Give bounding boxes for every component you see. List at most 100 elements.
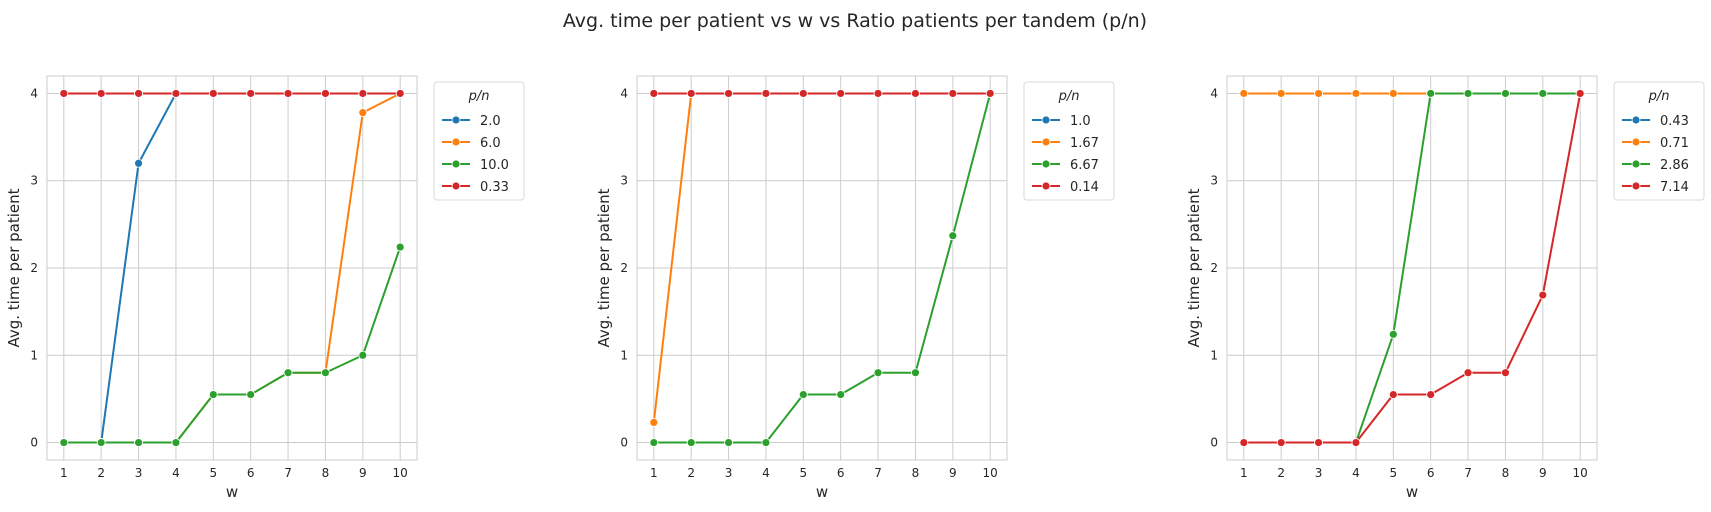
y-tick-label: 2 — [30, 261, 38, 275]
x-tick-label: 6 — [837, 466, 845, 480]
x-tick-label: 1 — [650, 466, 658, 480]
y-tick-label: 2 — [620, 261, 628, 275]
legend-marker — [451, 115, 461, 125]
legend: p/n 0.43 0.71 2.86 7.14 — [1613, 81, 1705, 201]
x-tick-label: 6 — [247, 466, 255, 480]
x-tick-label: 8 — [322, 466, 330, 480]
data-point — [686, 89, 696, 98]
data-point — [873, 368, 883, 378]
y-axis-label: Avg. time per patient — [5, 188, 23, 347]
data-point — [1351, 89, 1361, 98]
data-point — [798, 89, 808, 98]
data-point — [1239, 438, 1249, 447]
data-point — [873, 89, 883, 98]
legend-marker — [451, 181, 461, 191]
y-axis-label: Avg. time per patient — [595, 188, 613, 347]
x-tick-label: 9 — [359, 466, 367, 480]
y-tick-label: 3 — [620, 174, 628, 188]
y-tick-label: 0 — [30, 436, 38, 450]
legend-marker — [1631, 181, 1641, 191]
legend-label: 0.14 — [1070, 180, 1099, 195]
legend-label: 2.86 — [1660, 158, 1689, 173]
x-tick-label: 4 — [762, 466, 770, 480]
legend-label: 2.0 — [480, 114, 501, 129]
data-point — [761, 438, 771, 447]
data-point — [283, 89, 293, 98]
x-axis-label: w — [816, 483, 828, 501]
subplot-2: 1 2 3 4 5 6 7 8 9 10 0 1 2 3 4 w Avg. time per patient p/… — [595, 75, 1115, 501]
data-point — [246, 89, 256, 98]
x-tick-label: 10 — [1573, 466, 1588, 480]
data-point — [1388, 390, 1398, 399]
data-point — [246, 390, 256, 399]
data-point — [724, 89, 733, 98]
x-tick-label: 8 — [1502, 466, 1510, 480]
data-point — [358, 108, 368, 118]
data-point — [836, 390, 846, 399]
legend-marker — [1041, 159, 1051, 169]
data-point — [1538, 290, 1548, 300]
data-point — [395, 242, 405, 252]
series-line — [1243, 93, 1582, 444]
x-tick-label: 9 — [949, 466, 957, 480]
data-point — [1426, 89, 1436, 98]
data-point — [948, 89, 958, 98]
x-tick-label: 2 — [687, 466, 695, 480]
data-point — [59, 438, 69, 447]
x-tick-label: 7 — [1464, 466, 1472, 480]
data-point — [395, 89, 405, 98]
data-point — [1538, 89, 1548, 98]
data-point — [1314, 89, 1323, 98]
data-point — [134, 438, 143, 447]
legend-label: 1.0 — [1070, 114, 1091, 129]
x-axis-label: w — [226, 483, 238, 501]
y-tick-label: 1 — [30, 348, 38, 362]
x-tick-label: 6 — [1427, 466, 1435, 480]
x-tick-label: 3 — [135, 466, 143, 480]
x-tick-label: 3 — [725, 466, 733, 480]
legend-marker — [1631, 137, 1641, 147]
x-tick-label: 9 — [1539, 466, 1547, 480]
data-point — [911, 89, 920, 98]
x-tick-label: 4 — [172, 466, 180, 480]
x-axis-label: w — [1406, 483, 1418, 501]
legend-label: 10.0 — [480, 158, 509, 173]
data-point — [1501, 89, 1510, 98]
data-point — [283, 368, 293, 378]
legend-marker — [1041, 115, 1051, 125]
data-point — [358, 89, 368, 98]
y-tick-label: 2 — [1210, 261, 1218, 275]
y-axis-label: Avg. time per patient — [1185, 188, 1203, 347]
y-tick-label: 4 — [30, 86, 38, 100]
series-7.14 — [1239, 89, 1585, 447]
legend: p/n 1.0 1.67 6.67 0.14 — [1023, 81, 1115, 201]
data-point — [208, 89, 218, 98]
legend-label: 6.67 — [1070, 158, 1099, 173]
data-point — [724, 438, 733, 447]
data-point — [96, 89, 106, 98]
x-tick-label: 7 — [874, 466, 882, 480]
data-point — [321, 89, 330, 98]
legend-title: p/n — [468, 89, 490, 104]
data-point — [761, 89, 771, 98]
data-point — [1575, 89, 1585, 98]
data-point — [1388, 329, 1398, 339]
legend-title: p/n — [1058, 89, 1080, 104]
data-point — [1276, 438, 1286, 447]
data-point — [171, 89, 181, 98]
data-point — [96, 438, 106, 447]
data-point — [1276, 89, 1286, 98]
x-tick-label: 1 — [1240, 466, 1248, 480]
data-point — [171, 438, 181, 447]
legend-title: p/n — [1648, 89, 1670, 104]
data-point — [686, 438, 696, 447]
data-point — [1351, 438, 1361, 447]
subplot-1: 1 2 3 4 5 6 7 8 9 10 0 1 2 3 4 w Avg. time per patient p/… — [5, 75, 525, 501]
legend-label: 0.43 — [1660, 114, 1689, 129]
x-tick-label: 4 — [1352, 466, 1360, 480]
legend-label: 7.14 — [1660, 180, 1689, 195]
y-tick-label: 3 — [30, 174, 38, 188]
legend-marker — [451, 137, 461, 147]
